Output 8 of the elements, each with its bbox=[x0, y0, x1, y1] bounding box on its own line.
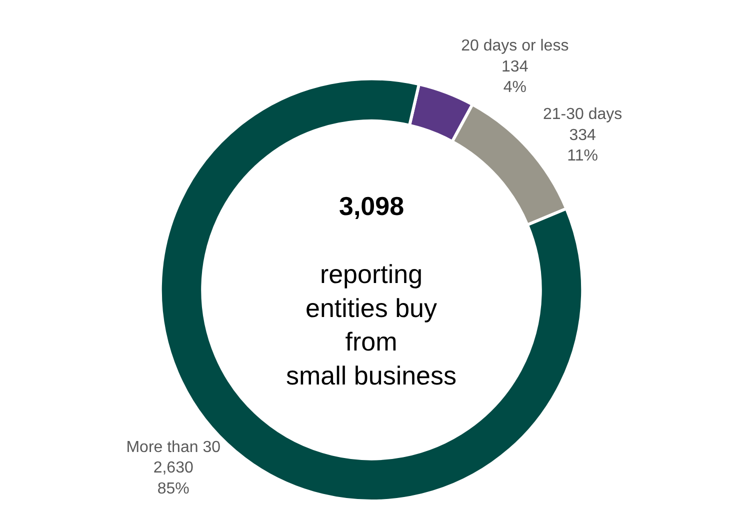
text: 3,098 bbox=[339, 191, 404, 221]
slice-label: 21-30 days bbox=[542, 106, 622, 124]
data-label: 134 4% bbox=[502, 58, 528, 96]
slice-label: 20 days or less bbox=[461, 38, 569, 55]
text: reporting entities buy from small business bbox=[286, 259, 457, 390]
data-label: 334 11% bbox=[567, 126, 598, 165]
slice-label: More than 30 bbox=[126, 438, 221, 456]
data-label: 2,630 85% bbox=[153, 460, 194, 498]
